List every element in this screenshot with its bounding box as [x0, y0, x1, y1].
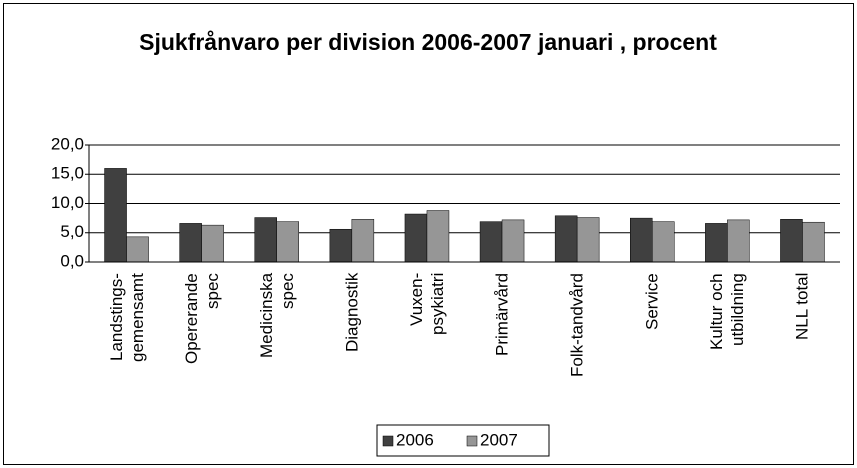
x-tick-label: Vuxen-psykiatri — [406, 273, 447, 336]
bar — [201, 224, 224, 263]
legend-label: 2007 — [480, 430, 518, 449]
bar — [351, 219, 375, 263]
bar — [802, 221, 825, 263]
bar — [404, 213, 428, 263]
bar — [179, 223, 202, 263]
bar — [426, 210, 450, 263]
x-tick-label: Folk-tandvård — [567, 273, 587, 377]
bar — [554, 215, 578, 263]
legend-label: 2006 — [396, 430, 434, 449]
chart-title: Sjukfrånvaro per division 2006-2007 janu… — [139, 29, 717, 55]
bar — [104, 168, 127, 263]
bar — [576, 217, 600, 263]
x-tick-label: Kultur och utbildning — [707, 273, 748, 350]
legend-swatch — [382, 435, 394, 447]
x-tick-label: Diagnostik — [342, 273, 362, 353]
bar — [329, 228, 353, 263]
bar — [254, 217, 277, 263]
bar — [479, 221, 503, 263]
legend-box — [376, 424, 550, 457]
x-tick-label: NLL total — [792, 273, 812, 341]
x-tick-label: Service — [642, 273, 662, 330]
bar — [780, 219, 803, 263]
y-tick-label: 5,0 — [60, 222, 84, 241]
legend-swatch — [466, 435, 478, 447]
bar — [126, 236, 149, 263]
bar — [501, 219, 525, 263]
x-tick-label: Primärvård — [492, 273, 512, 357]
x-tick-label: Landstings-gemensamt — [106, 273, 147, 362]
y-tick-label: 15,0 — [51, 164, 84, 183]
bar — [276, 221, 299, 263]
bar — [727, 219, 750, 263]
bar — [652, 221, 675, 263]
y-tick-label: 0,0 — [60, 251, 84, 270]
x-tick-label: Opererande spec — [181, 273, 222, 364]
y-tick-label: 10,0 — [51, 193, 84, 212]
bar — [630, 217, 653, 263]
x-tick-label: Medicinska spec — [256, 273, 297, 359]
bar — [705, 223, 728, 263]
y-tick-label: 20,0 — [51, 134, 84, 153]
